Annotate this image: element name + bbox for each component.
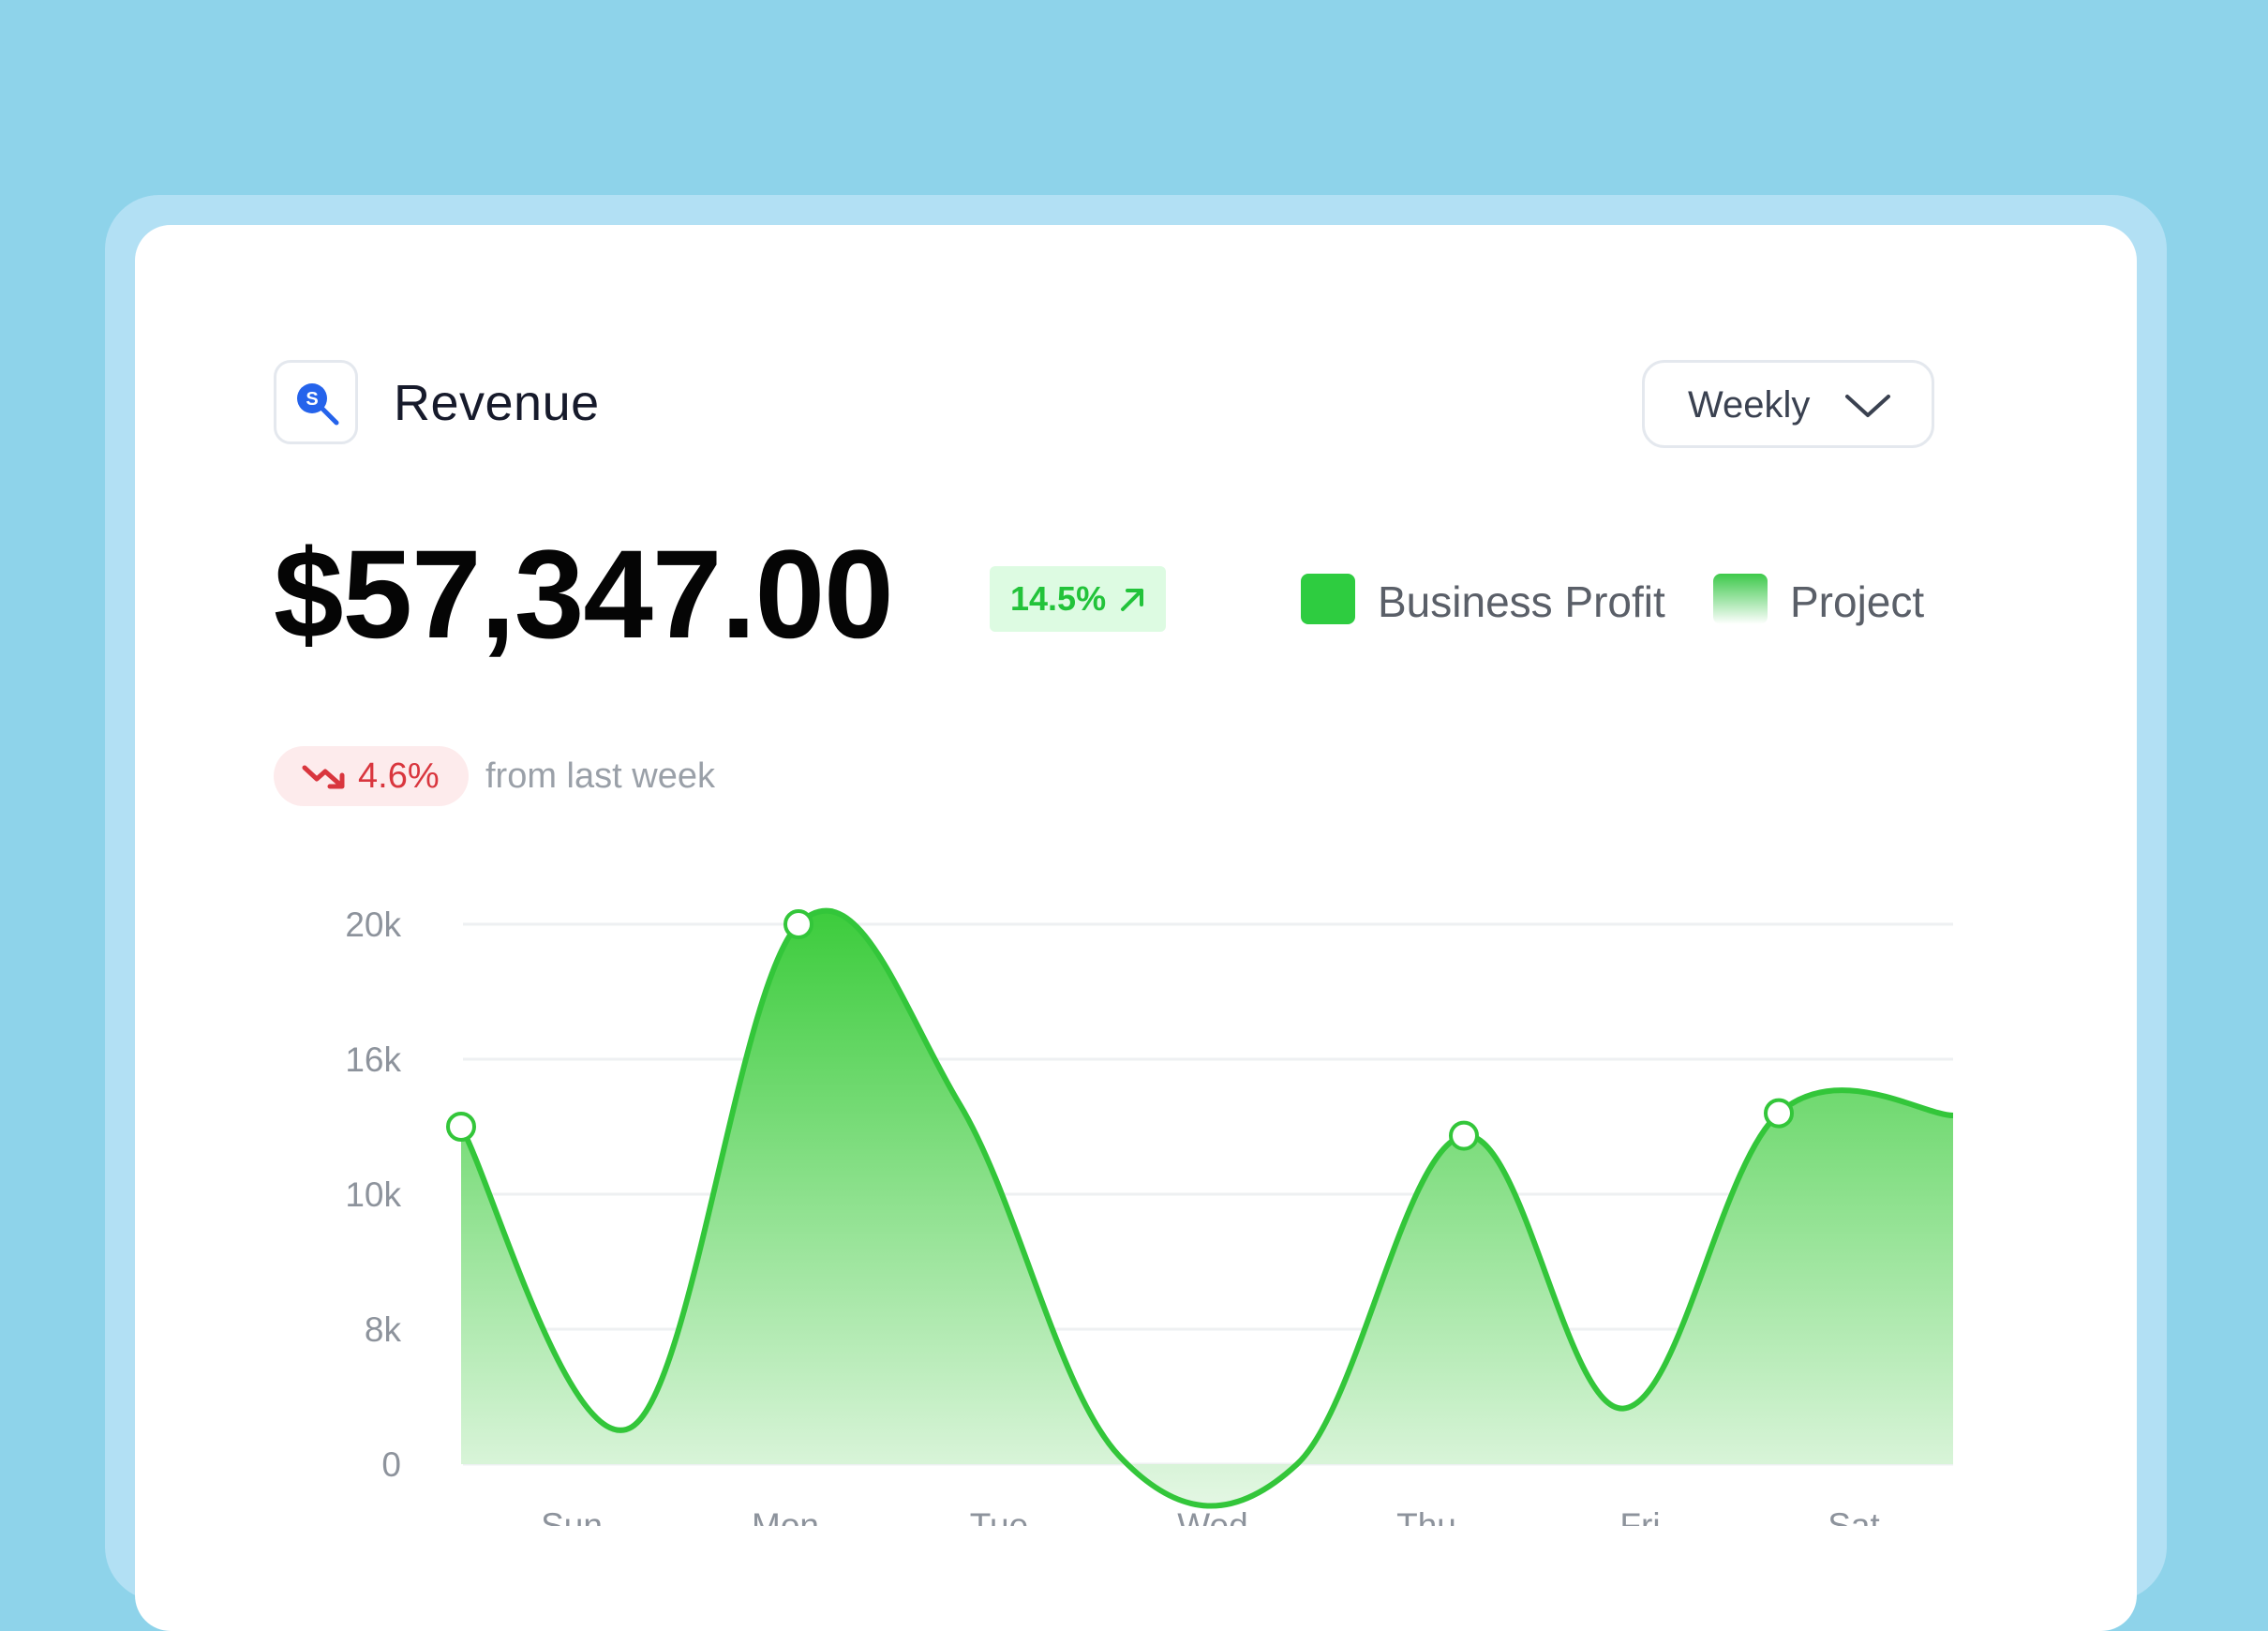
x-axis-ticks: Sun Mon Tue Wed Thu Fri Sat <box>541 1506 1880 1526</box>
y-tick-label: 10k <box>345 1175 401 1214</box>
chevron-down-icon <box>1845 395 1890 417</box>
comparison-text: from last week <box>485 756 715 796</box>
change-up-badge: 14.5% <box>990 566 1166 632</box>
y-tick-label: 0 <box>381 1445 401 1484</box>
revenue-logo: S <box>274 360 358 444</box>
chart-area-layer <box>458 907 1954 1509</box>
x-tick-label: Sun <box>541 1506 603 1526</box>
data-point-marker[interactable] <box>1764 1098 1794 1129</box>
change-down-badge: 4.6% <box>274 746 469 806</box>
svg-text:S: S <box>306 389 318 410</box>
revenue-area-chart: 0 8k 10k 16k 20k Sun Mon Tue Wed Thu Fri Sat <box>345 905 1954 1526</box>
period-dropdown-label: Weekly <box>1688 384 1811 426</box>
legend-label-project: Project <box>1790 577 1925 626</box>
legend-swatch-project <box>1713 574 1768 624</box>
y-tick-label: 20k <box>345 905 401 944</box>
change-up-value: 14.5% <box>1010 579 1107 618</box>
total-amount: $57,347.00 <box>274 525 894 665</box>
y-axis-ticks: 0 8k 10k 16k 20k <box>345 905 401 1484</box>
x-tick-label: Wed <box>1177 1506 1247 1526</box>
x-tick-label: Mon <box>752 1506 819 1526</box>
x-tick-label: Tue <box>970 1506 1028 1526</box>
y-tick-label: 16k <box>345 1040 401 1079</box>
data-point-marker[interactable] <box>783 909 813 939</box>
card-title: Revenue <box>394 375 600 431</box>
x-tick-label: Fri <box>1619 1506 1660 1526</box>
legend-swatch-business-profit <box>1301 574 1355 624</box>
series-line <box>458 907 1954 1509</box>
x-tick-label: Thu <box>1396 1506 1456 1526</box>
period-dropdown[interactable]: Weekly <box>1642 360 1934 448</box>
revenue-card: S Revenue Weekly $57,347.00 14.5% Busine… <box>135 225 2137 1631</box>
area-fill <box>461 910 1953 1506</box>
data-point-marker[interactable] <box>1449 1120 1479 1151</box>
data-point-marker[interactable] <box>446 1112 476 1142</box>
y-tick-label: 8k <box>365 1310 402 1349</box>
x-tick-label: Sat <box>1828 1506 1880 1526</box>
trend-down-icon <box>302 765 345 789</box>
dollar-search-icon: S <box>297 383 339 426</box>
chart-markers <box>446 909 1794 1151</box>
change-down-value: 4.6% <box>358 756 440 796</box>
arrow-up-right-icon <box>1121 589 1143 611</box>
legend-label-business-profit: Business Profit <box>1378 577 1665 626</box>
